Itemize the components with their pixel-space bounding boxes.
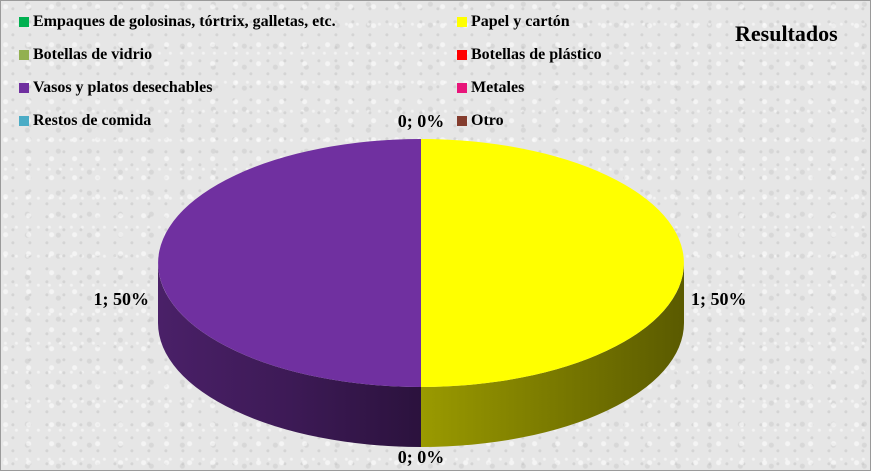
legend-item: Botellas de plástico (457, 44, 602, 66)
legend-item: Botellas de vidrio (19, 44, 152, 66)
data-label: 0; 0% (398, 111, 445, 131)
legend-item: Vasos y platos desechables (19, 77, 212, 99)
legend-item: Otro (457, 110, 504, 132)
data-label: 1; 50% (691, 289, 747, 309)
legend-label: Empaques de golosinas, tórtrix, galletas… (33, 13, 336, 30)
chart-title: Resultados (735, 21, 838, 46)
legend-item: Empaques de golosinas, tórtrix, galletas… (19, 11, 336, 33)
pie-slice-side (421, 263, 684, 447)
legend-item: Restos de comida (19, 110, 151, 132)
legend-swatch (457, 17, 467, 27)
legend-swatch (457, 50, 467, 60)
data-label: 0; 0% (398, 447, 445, 467)
legend-label: Vasos y platos desechables (33, 79, 213, 96)
legend-label: Botellas de plástico (471, 46, 602, 63)
data-label: 1; 50% (94, 289, 150, 309)
legend-swatch (19, 83, 29, 93)
legend-swatch (19, 116, 29, 126)
legend-label: Papel y cartón (471, 13, 570, 30)
legend-label: Metales (471, 79, 525, 96)
legend-swatch (19, 50, 29, 60)
pie-slice (158, 139, 421, 387)
legend-swatch (457, 116, 467, 126)
legend-item: Metales (457, 77, 524, 99)
pie-slice (421, 139, 684, 387)
legend-swatch (457, 83, 467, 93)
legend-swatch (19, 17, 29, 27)
legend-label: Botellas de vidrio (33, 46, 153, 63)
legend-label: Otro (471, 112, 504, 129)
legend-label: Restos de comida (33, 112, 152, 129)
pie-slice-side (158, 263, 421, 447)
legend-item: Papel y cartón (457, 11, 570, 33)
